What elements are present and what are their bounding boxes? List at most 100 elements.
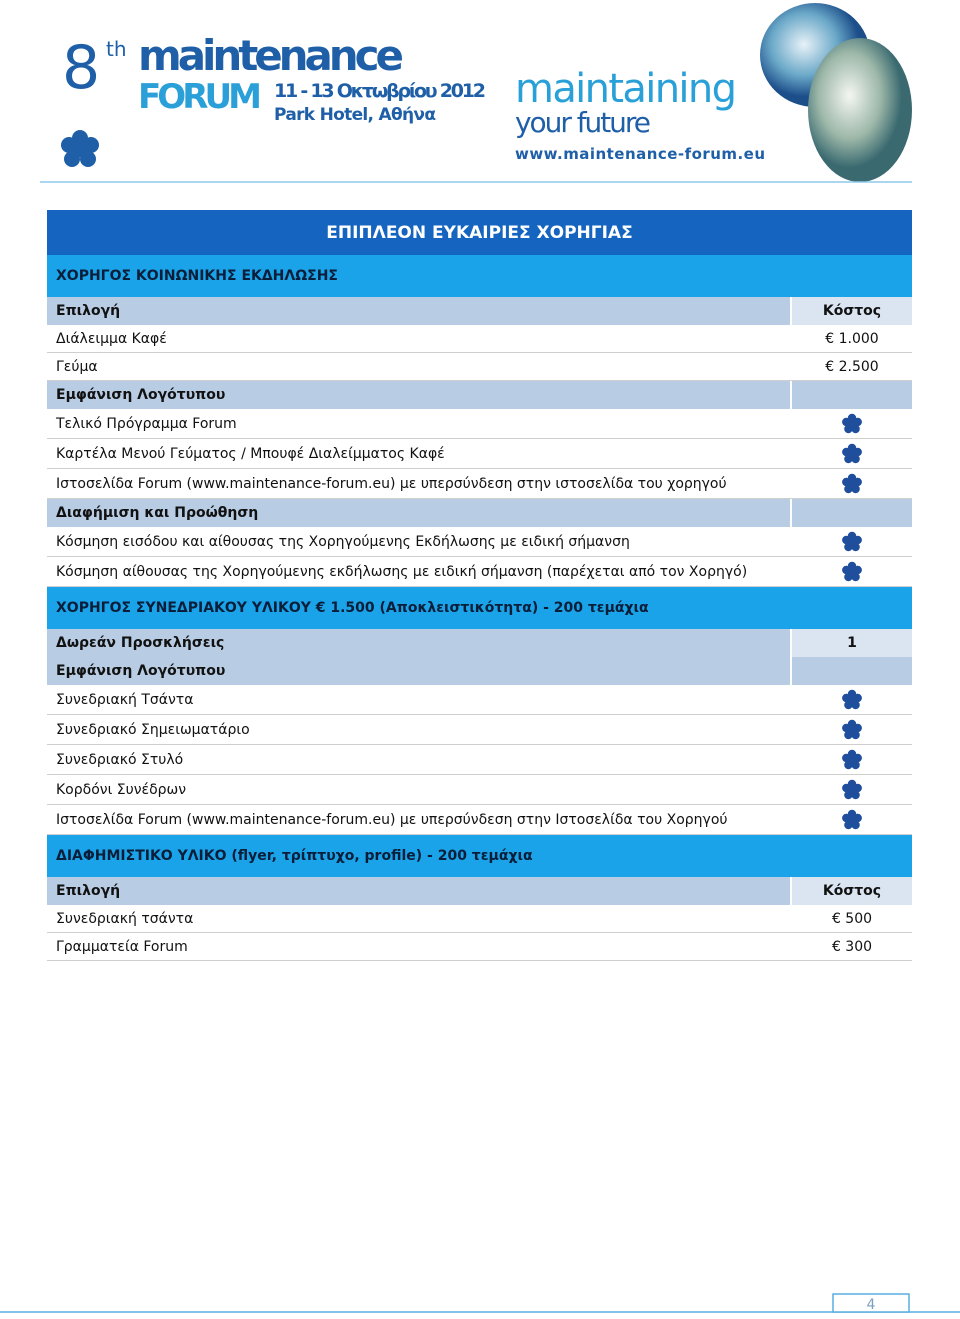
row-label: Ιστοσελίδα Forum (www.maintenance-forum.…: [47, 469, 790, 498]
url: www.maintenance-forum.eu: [515, 145, 765, 163]
row-cost: [790, 685, 912, 714]
included-icon: [842, 413, 862, 433]
icon-petal: [842, 753, 851, 762]
row-cost: [790, 381, 912, 409]
row-cost: [790, 469, 912, 498]
item-row: Διάλειμμα Καφέ € 1.000: [47, 325, 912, 353]
dates: 11 - 13 Οκτωβρίου 2012: [274, 80, 486, 102]
row-cost: 1: [790, 629, 912, 657]
row-label: Συνεδριακό Στυλό: [47, 745, 790, 774]
row-cost: € 300: [790, 933, 912, 960]
row-label: Κόσμηση αίθουσας της Χορηγούμενης εκδήλω…: [47, 557, 790, 586]
icon-petal: [851, 484, 860, 493]
header: 8 th maintenance FORUM 11 - 13 Οκτωβρίου…: [40, 3, 912, 183]
icon-petal: [853, 535, 862, 544]
icon-petal: [844, 700, 853, 709]
row-label: Συνεδριακό Σημειωματάριο: [47, 715, 790, 744]
icon-petal: [853, 813, 862, 822]
edition-suffix: th: [106, 37, 127, 61]
section-row: ΧΟΡΗΓΟΣ ΣΥΝΕΔΡΙΑΚΟΥ ΥΛΙΚΟΥ € 1.500 (Αποκ…: [47, 587, 912, 629]
row-label: Συνεδριακή τσάντα: [47, 905, 790, 932]
row-label: ΔΙΑΦΗΜΙΣΤΙΚΟ ΥΛΙΚΟ (flyer, τρίπτυχο, pro…: [56, 848, 533, 864]
item-row: Ιστοσελίδα Forum (www.maintenance-forum.…: [47, 469, 912, 499]
head-row: Εμφάνιση Λογότυπου: [47, 657, 912, 685]
icon-petal: [851, 730, 860, 739]
row-cost: [790, 805, 912, 834]
icon-petal: [853, 565, 862, 574]
row-label: ΧΟΡΗΓΟΣ ΣΥΝΕΔΡΙΑΚΟΥ ΥΛΙΚΟΥ € 1.500 (Αποκ…: [56, 600, 649, 616]
item-row: Γραμματεία Forum € 300: [47, 933, 912, 961]
row-cost: Κόστος: [790, 297, 912, 325]
slogan-1: maintaining: [515, 66, 737, 112]
row-cost: [790, 775, 912, 804]
page-number: 4: [867, 1297, 876, 1313]
row-label: Ιστοσελίδα Forum (www.maintenance-forum.…: [47, 805, 790, 834]
section-row: ΔΙΑΦΗΜΙΣΤΙΚΟ ΥΛΙΚΟ (flyer, τρίπτυχο, pro…: [47, 835, 912, 877]
included-icon: [842, 531, 862, 551]
icon-petal: [842, 535, 851, 544]
item-row: Ιστοσελίδα Forum (www.maintenance-forum.…: [47, 805, 912, 835]
row-label: ΧΟΡΗΓΟΣ ΚΟΙΝΩΝΙΚΗΣ ΕΚΔΗΛΩΣΗΣ: [56, 268, 338, 284]
slogan-2: your future: [515, 106, 651, 139]
row-label: Κορδόνι Συνέδρων: [47, 775, 790, 804]
row-cost: [790, 409, 912, 438]
icon-petal: [853, 417, 862, 426]
row-label: Επιλογή: [56, 303, 121, 319]
sponsorship-table: ΕΠΙΠΛΕΟΝ ΕΥΚΑΙΡΙΕΣ ΧΟΡΗΓΙΑΣ ΧΟΡΗΓΟΣ ΚΟΙΝ…: [47, 210, 912, 961]
icon-petal: [851, 820, 860, 829]
icon-petal: [844, 790, 853, 799]
item-row: Κόσμηση αίθουσας της Χορηγούμενης εκδήλω…: [47, 557, 912, 587]
icon-petal: [842, 783, 851, 792]
included-icon: [842, 561, 862, 581]
head-row: Επιλογή Κόστος: [47, 877, 912, 905]
item-row: Τελικό Πρόγραμμα Forum: [47, 409, 912, 439]
logo-flower: [61, 130, 99, 167]
icon-petal: [851, 572, 860, 581]
row-cost: € 1.000: [790, 325, 912, 352]
row-cost: € 2.500: [790, 353, 912, 380]
brand-sub: FORUM: [138, 77, 262, 117]
item-row: Συνεδριακό Στυλό: [47, 745, 912, 775]
included-icon: [842, 719, 862, 739]
included-icon: [842, 809, 862, 829]
head-row: Διαφήμιση και Προώθηση: [47, 499, 912, 527]
row-cost: [790, 657, 912, 685]
row-label: Τελικό Πρόγραμμα Forum: [47, 409, 790, 438]
item-row: Καρτέλα Μενού Γεύματος / Μπουφέ Διαλείμμ…: [47, 439, 912, 469]
row-label: Δωρεάν Προσκλήσεις: [56, 635, 225, 651]
icon-petal: [851, 424, 860, 433]
icon-petal: [853, 477, 862, 486]
icon-petal: [853, 693, 862, 702]
row-cost: [790, 557, 912, 586]
item-row: Συνεδριακή Τσάντα: [47, 685, 912, 715]
head-row: Επιλογή Κόστος: [47, 297, 912, 325]
icon-petal: [853, 723, 862, 732]
icon-petal: [853, 753, 862, 762]
item-row: Συνεδριακό Σημειωματάριο: [47, 715, 912, 745]
icon-petal: [853, 783, 862, 792]
row-cost: [790, 499, 912, 527]
section-row: ΧΟΡΗΓΟΣ ΚΟΙΝΩΝΙΚΗΣ ΕΚΔΗΛΩΣΗΣ: [47, 255, 912, 297]
icon-petal: [844, 542, 853, 551]
icon-petal: [853, 447, 862, 456]
icon-petal: [844, 572, 853, 581]
icon-petal: [842, 723, 851, 732]
included-icon: [842, 473, 862, 493]
row-cost: € 500: [790, 905, 912, 932]
included-icon: [842, 689, 862, 709]
icon-petal: [851, 454, 860, 463]
row-label: Επιλογή: [56, 883, 121, 899]
row-cost: [790, 715, 912, 744]
head-row: Δωρεάν Προσκλήσεις 1: [47, 629, 912, 657]
page-box: [832, 1293, 910, 1313]
icon-petal: [842, 813, 851, 822]
icon-petal: [844, 424, 853, 433]
icon-petal: [842, 565, 851, 574]
included-icon: [842, 443, 862, 463]
item-row: Κορδόνι Συνέδρων: [47, 775, 912, 805]
icon-petal: [851, 790, 860, 799]
row-label: Γραμματεία Forum: [47, 933, 790, 960]
icon-petal: [842, 693, 851, 702]
table-title: ΕΠΙΠΛΕΟΝ ΕΥΚΑΙΡΙΕΣ ΧΟΡΗΓΙΑΣ: [47, 210, 912, 255]
